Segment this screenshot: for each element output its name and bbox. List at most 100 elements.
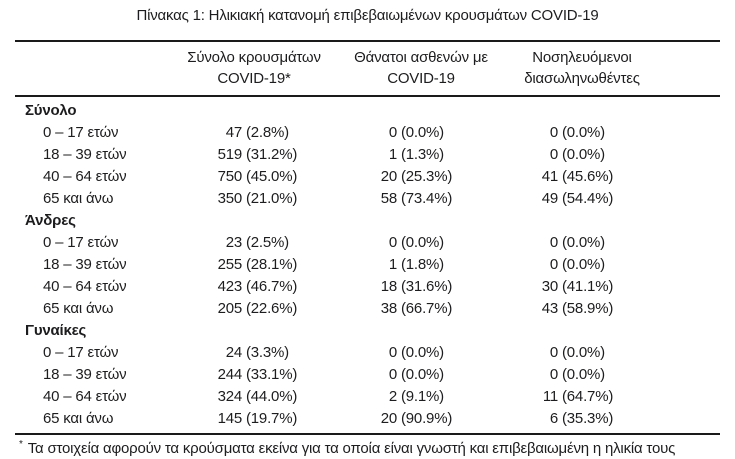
cell-deaths: 18 (31.6%): [338, 278, 504, 295]
age-label: 40 – 64 ετών: [43, 167, 127, 185]
cell-cases: 255 (28.1%): [170, 256, 338, 273]
percent-value: (46.7%): [246, 277, 298, 295]
count-value: 0: [549, 255, 558, 273]
percent-value: (45.0%): [246, 167, 298, 185]
count-value: 20: [380, 409, 397, 427]
cell-intubated: 0 (0.0%): [504, 234, 660, 251]
section-label: Άνδρες: [25, 211, 76, 229]
count-value: 20: [380, 167, 397, 185]
percent-value: (22.6%): [246, 299, 298, 317]
age-row: 65 και άνω 205 (22.6%) 38 (66.7%) 43 (58.9%): [15, 297, 720, 319]
age-row: 40 – 64 ετών 324 (44.0%) 2 (9.1%) 11 (64.7%): [15, 385, 720, 407]
cell-deaths: 0 (0.0%): [338, 344, 504, 361]
cell-cases: 423 (46.7%): [170, 278, 338, 295]
count-value: 423: [217, 277, 243, 295]
count-value: 750: [217, 167, 243, 185]
percent-value: (41.1%): [562, 277, 614, 295]
percent-value: (19.7%): [246, 409, 298, 427]
cell-cases: 205 (22.6%): [170, 300, 338, 317]
count-value: 58: [380, 189, 397, 207]
percent-value: (31.6%): [401, 277, 453, 295]
cell-deaths: 1 (1.3%): [338, 146, 504, 163]
count-value: 0: [549, 145, 558, 163]
column-header-intubated: Νοσηλευόμενοι διασωληνωθέντες: [504, 47, 660, 89]
count-value: 6: [549, 409, 558, 427]
count-value: 49: [541, 189, 558, 207]
cell-deaths: 1 (1.8%): [338, 256, 504, 273]
percent-value: (25.3%): [401, 167, 453, 185]
percent-value: (3.3%): [246, 343, 289, 361]
cell-deaths: 20 (90.9%): [338, 410, 504, 427]
age-label: 65 και άνω: [43, 409, 114, 427]
section-label: Σύνολο: [25, 101, 77, 119]
cell-intubated: 0 (0.0%): [504, 146, 660, 163]
page-title: Πίνακας 1: Ηλικιακή κατανομή επιβεβαιωμέ…: [136, 7, 599, 24]
percent-value: (21.0%): [246, 189, 298, 207]
percent-value: (0.0%): [562, 255, 605, 273]
percent-value: (66.7%): [401, 299, 453, 317]
percent-value: (0.0%): [562, 365, 605, 383]
cell-intubated: 11 (64.7%): [504, 388, 660, 405]
percent-value: (0.0%): [562, 233, 605, 251]
count-value: 43: [541, 299, 558, 317]
cell-deaths: 0 (0.0%): [338, 366, 504, 383]
count-value: 0: [549, 233, 558, 251]
age-label: 65 και άνω: [43, 189, 114, 207]
column-header-deaths: Θάνατοι ασθενών με COVID-19: [338, 47, 504, 89]
percent-value: (64.7%): [562, 387, 614, 405]
table-header-row: Σύνολο κρουσμάτων COVID-19* Θάνατοι ασθε…: [15, 40, 720, 97]
percent-value: (0.0%): [562, 343, 605, 361]
cell-deaths: 58 (73.4%): [338, 190, 504, 207]
section-label: Γυναίκες: [25, 321, 87, 339]
column-header-intubated-line2: διασωληνωθέντες: [524, 70, 640, 87]
column-header-deaths-line2: COVID-19: [387, 70, 455, 87]
age-label: 18 – 39 ετών: [43, 255, 127, 273]
count-value: 24: [225, 343, 242, 361]
percent-value: (28.1%): [246, 255, 298, 273]
percent-value: (0.0%): [401, 233, 444, 251]
age-label: 18 – 39 ετών: [43, 365, 127, 383]
count-value: 0: [549, 365, 558, 383]
cell-intubated: 0 (0.0%): [504, 124, 660, 141]
cell-cases: 750 (45.0%): [170, 168, 338, 185]
percent-value: (35.3%): [562, 409, 614, 427]
percent-value: (33.1%): [246, 365, 298, 383]
percent-value: (45.6%): [562, 167, 614, 185]
cell-intubated: 0 (0.0%): [504, 344, 660, 361]
age-label: 0 – 17 ετών: [43, 343, 119, 361]
count-value: 0: [549, 343, 558, 361]
percent-value: (44.0%): [246, 387, 298, 405]
cell-intubated: 49 (54.4%): [504, 190, 660, 207]
footnote-asterisk: *: [19, 439, 23, 450]
column-header-cases: Σύνολο κρουσμάτων COVID-19*: [170, 47, 338, 89]
column-header-cases-line1: Σύνολο κρουσμάτων: [187, 49, 321, 66]
cell-deaths: 0 (0.0%): [338, 124, 504, 141]
count-value: 244: [217, 365, 243, 383]
cell-intubated: 6 (35.3%): [504, 410, 660, 427]
cell-cases: 24 (3.3%): [170, 344, 338, 361]
count-value: 255: [217, 255, 243, 273]
percent-value: (58.9%): [562, 299, 614, 317]
cell-intubated: 0 (0.0%): [504, 366, 660, 383]
column-header-intubated-line1: Νοσηλευόμενοι: [532, 49, 632, 66]
cell-deaths: 2 (9.1%): [338, 388, 504, 405]
count-value: 350: [217, 189, 243, 207]
data-table: Σύνολο κρουσμάτων COVID-19* Θάνατοι ασθε…: [15, 40, 720, 457]
count-value: 0: [388, 365, 397, 383]
count-value: 11: [542, 387, 558, 405]
footnote: * Τα στοιχεία αφορούν τα κρούσματα εκείνα…: [15, 439, 720, 457]
count-value: 2: [388, 387, 397, 405]
percent-value: (0.0%): [401, 365, 444, 383]
count-value: 47: [225, 123, 242, 141]
cell-cases: 23 (2.5%): [170, 234, 338, 251]
count-value: 0: [388, 123, 397, 141]
age-label: 40 – 64 ετών: [43, 387, 127, 405]
cell-deaths: 20 (25.3%): [338, 168, 504, 185]
column-header-deaths-line1: Θάνατοι ασθενών με: [354, 49, 488, 66]
count-value: 30: [541, 277, 558, 295]
age-row: 40 – 64 ετών 423 (46.7%) 18 (31.6%) 30 (41.1%): [15, 275, 720, 297]
age-row: 40 – 64 ετών 750 (45.0%) 20 (25.3%) 41 (45.6%): [15, 165, 720, 187]
cell-deaths: 38 (66.7%): [338, 300, 504, 317]
section-header-row: Γυναίκες: [15, 319, 720, 341]
